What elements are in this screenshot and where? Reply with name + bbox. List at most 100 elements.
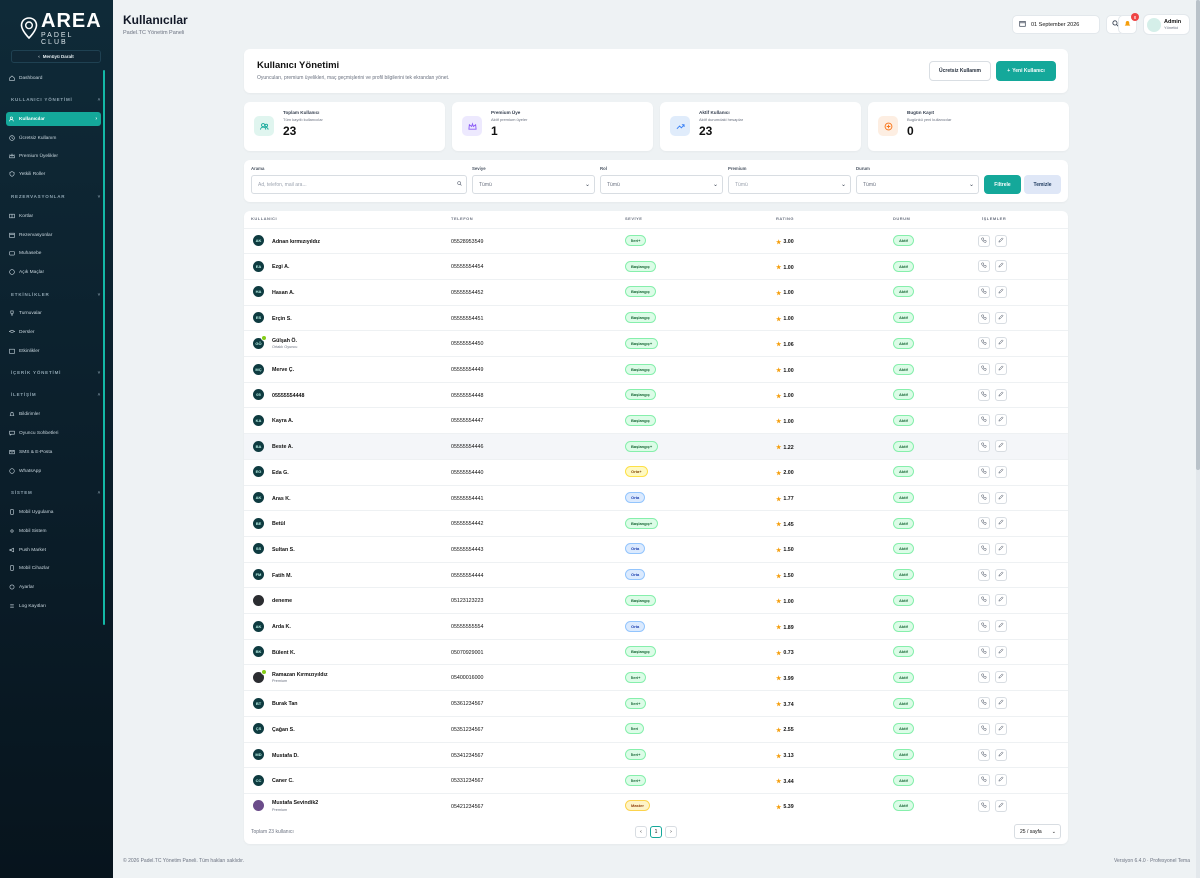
- user-name[interactable]: Kayra A.: [272, 418, 294, 425]
- sidebar-item-logs[interactable]: Log Kayıtları: [6, 599, 101, 613]
- sidebar-section-events[interactable]: ETKİNLİKLER ˅: [11, 292, 101, 297]
- user-menu[interactable]: Admin Yönetici: [1143, 14, 1190, 35]
- search-input[interactable]: Ad, telefon, mail ara...: [251, 175, 467, 194]
- brand-logo[interactable]: AREA PADEL CLUB: [20, 11, 101, 46]
- avatar[interactable]: MD: [253, 749, 264, 760]
- edit-button[interactable]: [995, 414, 1007, 427]
- user-name[interactable]: Sultan S.: [272, 546, 295, 553]
- avatar[interactable]: AK: [253, 492, 264, 503]
- table-row[interactable]: MÇ Merve Ç. 05555554449 Başlangıç ★ 1.00 Aktif: [244, 356, 1068, 382]
- date-picker[interactable]: 01 September 2026: [1012, 15, 1100, 34]
- call-button[interactable]: [978, 594, 990, 607]
- call-button[interactable]: [978, 697, 990, 710]
- call-button[interactable]: [978, 671, 990, 684]
- table-row[interactable]: Ramazan Kırmızıyıldız Premium 05400016000 İ…: [244, 664, 1068, 690]
- table-row[interactable]: ES Erçin S. 05555554451 Başlangıç ★ 1.00 Aktif: [244, 304, 1068, 331]
- user-name[interactable]: deneme: [272, 598, 293, 605]
- call-button[interactable]: [978, 799, 990, 812]
- call-button[interactable]: [978, 337, 990, 350]
- premium-select[interactable]: Tümü ⌄: [728, 175, 851, 194]
- sidebar-item-roles[interactable]: Yetkili Roller: [6, 167, 101, 181]
- table-row[interactable]: EA Ezgi A. 05555554454 Başlangıç ★ 1.00 Aktif: [244, 253, 1068, 279]
- avatar[interactable]: EG: [253, 466, 264, 478]
- avatar[interactable]: MÇ: [253, 363, 264, 375]
- avatar[interactable]: [253, 800, 264, 812]
- table-row[interactable]: Mustafa Sevindik2 Premium 05421234567 Maste…: [244, 792, 1068, 819]
- collapse-menu-button[interactable]: ‹ Menüyü Daralt: [11, 50, 101, 63]
- edit-button[interactable]: [995, 568, 1007, 581]
- edit-button[interactable]: [995, 260, 1007, 273]
- user-name[interactable]: Merve Ç.: [272, 367, 295, 373]
- avatar[interactable]: BK: [253, 646, 264, 658]
- edit-button[interactable]: [995, 363, 1007, 375]
- avatar[interactable]: [253, 594, 264, 606]
- sidebar-section-content[interactable]: İÇERİK YÖNETİMİ ˅: [11, 370, 101, 375]
- col-actions[interactable]: İŞLEMLER: [982, 216, 1007, 221]
- call-button[interactable]: [978, 620, 990, 632]
- sidebar-item-tournaments[interactable]: Turnuvalar: [6, 306, 101, 320]
- user-name[interactable]: Beste A.: [272, 444, 293, 451]
- call-button[interactable]: [978, 517, 990, 530]
- table-row[interactable]: EG Eda G. 05555554440 Orta+ ★ 2.00 Aktif: [244, 458, 1068, 485]
- table-row[interactable]: AK Aras K. 05555554441 Orta ★ 1.77 Aktif: [244, 484, 1068, 511]
- edit-button[interactable]: [995, 799, 1007, 812]
- user-name[interactable]: Burak Tan: [272, 701, 298, 708]
- level-select[interactable]: Tümü ⌄: [472, 175, 595, 194]
- call-button[interactable]: [978, 645, 990, 658]
- sidebar-section-users[interactable]: KULLANICI YÖNETİMİ ˄: [11, 97, 101, 102]
- clear-button[interactable]: Temizle: [1024, 175, 1061, 194]
- page-1-button[interactable]: 1: [650, 826, 662, 838]
- call-button[interactable]: [978, 440, 990, 453]
- table-row[interactable]: GÖ Gülşah Ö. Ortaklı Oyuncu 05555554450 Başl…: [244, 330, 1068, 356]
- call-button[interactable]: [978, 311, 990, 324]
- user-name[interactable]: Ezgi A.: [272, 264, 290, 271]
- filter-button[interactable]: Filtrele: [984, 175, 1021, 194]
- table-row[interactable]: SS Sultan S. 05555554443 Orta ★ 1.50 Aktif: [244, 535, 1068, 562]
- call-button[interactable]: [978, 748, 990, 761]
- call-button[interactable]: [978, 568, 990, 581]
- avatar[interactable]: KA: [253, 414, 264, 426]
- edit-button[interactable]: [995, 311, 1007, 324]
- sidebar-item-courts[interactable]: Kortlar: [6, 209, 101, 223]
- call-button[interactable]: [978, 491, 990, 504]
- sidebar-item-player-chats[interactable]: Oyuncu Sohbetleri: [6, 426, 101, 440]
- table-row[interactable]: BE Betül 05555554442 Başlangıç+ ★ 1.45 Aktif: [244, 510, 1068, 536]
- sidebar-item-reservations[interactable]: Rezervasyonlar: [6, 228, 101, 242]
- call-button[interactable]: [978, 388, 990, 401]
- table-row[interactable]: BT Burak Tan 05361234567 İleri+ ★ 3.74 Aktif: [244, 690, 1068, 716]
- edit-button[interactable]: [995, 671, 1007, 684]
- sidebar-item-users[interactable]: Kullanıcılar ›: [6, 112, 101, 126]
- edit-button[interactable]: [995, 285, 1007, 298]
- edit-button[interactable]: [995, 491, 1007, 504]
- avatar[interactable]: AK: [253, 620, 264, 632]
- avatar[interactable]: [253, 671, 264, 683]
- table-row[interactable]: ÇS Çağan S. 05351234567 İleri ★ 2.55 Aktif: [244, 715, 1068, 742]
- avatar[interactable]: SS: [253, 543, 264, 555]
- col-phone[interactable]: TELEFON: [451, 216, 474, 221]
- user-name[interactable]: Adnan kırmızıyıldız: [272, 238, 320, 245]
- sidebar-item-settings[interactable]: Ayarlar: [6, 580, 101, 594]
- table-row[interactable]: HA Hasan A. 05555554452 Başlangıç ★ 1.00 Aktif: [244, 278, 1068, 305]
- avatar[interactable]: BT: [253, 697, 264, 709]
- table-row[interactable]: FM Fatih M. 05555554444 Orta ★ 1.50 Aktif: [244, 561, 1068, 588]
- sidebar-item-notifications[interactable]: Bildirimler: [6, 407, 101, 421]
- edit-button[interactable]: [995, 388, 1007, 401]
- sidebar-item-events[interactable]: Etkinlikler: [6, 344, 101, 358]
- sidebar-section-system[interactable]: SİSTEM ˄: [11, 490, 101, 495]
- call-button[interactable]: [978, 465, 990, 478]
- sidebar-item-accounting[interactable]: Muhasebe: [6, 246, 101, 260]
- call-button[interactable]: [978, 260, 990, 273]
- edit-button[interactable]: [995, 517, 1007, 530]
- user-name[interactable]: Mustafa D.: [272, 752, 299, 759]
- table-row[interactable]: AK Arda K. 05555555554 Orta ★ 1.89 Aktif: [244, 613, 1068, 639]
- edit-button[interactable]: [995, 697, 1007, 710]
- user-name[interactable]: Caner C.: [272, 778, 294, 785]
- call-button[interactable]: [978, 722, 990, 735]
- edit-button[interactable]: [995, 722, 1007, 735]
- call-button[interactable]: [978, 414, 990, 427]
- sidebar-section-reservations[interactable]: REZERVASYONLAR ˅: [11, 194, 101, 199]
- col-rating[interactable]: RATING: [776, 216, 795, 221]
- table-row[interactable]: BA Beste A. 05555554446 Başlangıç+ ★ 1.22 Akti…: [244, 433, 1068, 459]
- avatar[interactable]: ÇS: [253, 723, 264, 735]
- sidebar-item-lessons[interactable]: Dersler: [6, 325, 101, 339]
